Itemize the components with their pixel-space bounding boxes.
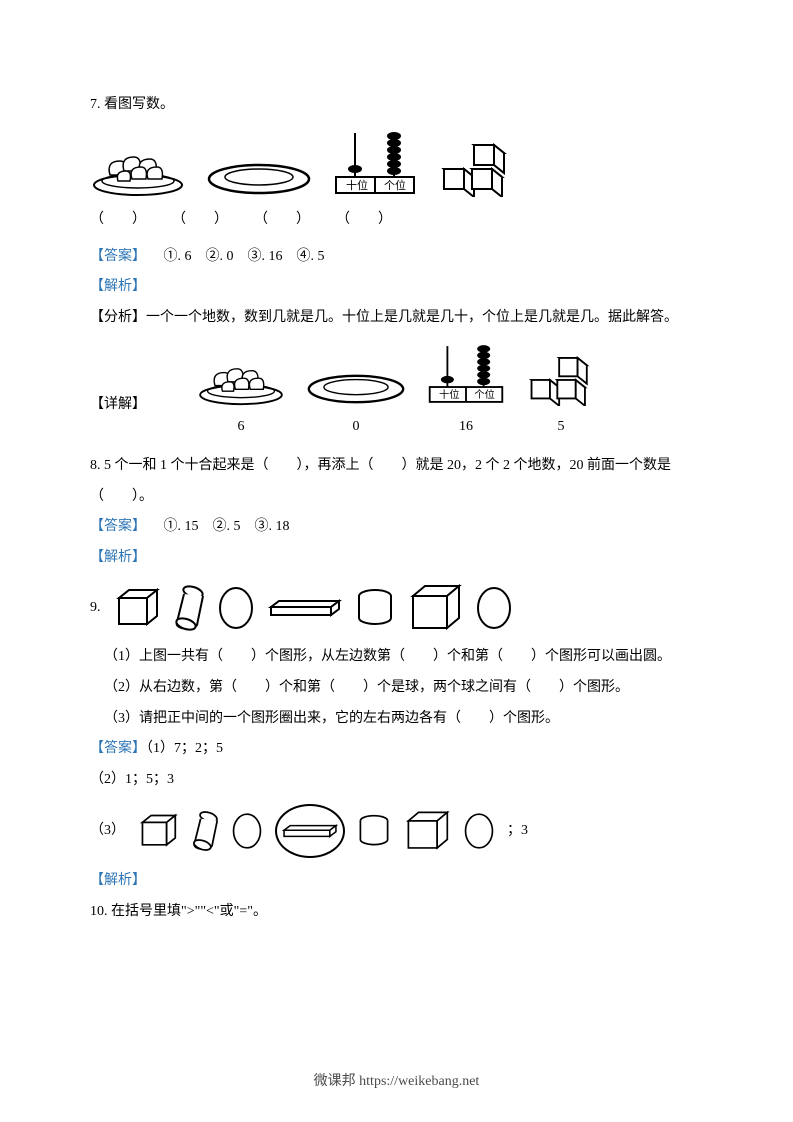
detail-num: 6 [238, 412, 245, 443]
q9-answer1: 【答案】（1）7；2；5 [90, 734, 703, 765]
cuboid-icon [113, 586, 161, 630]
q7-fenxi: 【分析】一个一个地数，数到几就是几。十位上是几就是几十，个位上是几就是几。据此解… [90, 303, 703, 334]
answer-item: ①. 15 [164, 519, 199, 534]
xiangjie-label: 【详解】 [90, 390, 146, 421]
paren: （ ） [90, 205, 146, 236]
bar-icon [281, 822, 339, 840]
q9-shapes: 9. [90, 582, 703, 634]
answer-item: ④. 5 [297, 249, 325, 264]
cubes-icon [438, 141, 514, 197]
detail-cell: 6 [196, 354, 286, 443]
oval-icon [475, 586, 513, 630]
cylinder-tilt-icon [173, 584, 205, 632]
q9-sub3: （3）请把正中间的一个图形圈出来，它的左右两边各有（ ）个图形。 [104, 704, 703, 735]
q9-sub2: （2）从右边数，第（ ）个和第（ ）个是球，两个球之间有（ ）个图形。 [104, 673, 703, 704]
cylinder-icon [355, 588, 395, 628]
q7-images: 十位 个位 [90, 129, 703, 197]
q8-answer: 【答案】 ①. 15 ②. 5 ③. 18 [90, 512, 703, 543]
q7-answer: 【答案】 ①. 6 ②. 0 ③. 16 ④. 5 [90, 242, 703, 273]
q8-text: 8. 5 个一和 1 个十合起来是（ ），再添上（ ）就是 20，2 个 2 个… [90, 451, 703, 513]
answer-item: ②. 5 [213, 519, 241, 534]
cube-icon [407, 582, 463, 634]
svg-text:个位: 个位 [474, 388, 494, 401]
fenxi-text: 一个一个地数，数到几就是几。十位上是几就是几十，个位上是几就是几。据此解答。 [146, 310, 678, 325]
detail-num: 5 [558, 412, 565, 443]
paren: （ ） [254, 205, 310, 236]
answer-label: 【答案】 [90, 249, 146, 264]
detail-num: 16 [459, 412, 473, 443]
detail-cell: 十位 个位 16 [426, 342, 506, 443]
q9-answer2: （2）1；5；3 [90, 765, 703, 796]
answer-item: ①. 6 [164, 249, 192, 264]
ans3-suffix: ；3 [507, 816, 528, 847]
detail-num: 0 [353, 412, 360, 443]
answer-label: 【答案】 [90, 741, 146, 756]
answer-item: ③. 18 [255, 519, 290, 534]
q10-text: 10. 在括号里填">""<"或"="。 [90, 897, 703, 928]
empty-plate-icon [206, 161, 312, 197]
cylinder-tilt-icon [191, 810, 219, 852]
q9-num: 9. [90, 593, 101, 624]
q9-answer3-row: （3） ；3 [90, 804, 703, 858]
cubes-icon [526, 354, 596, 406]
q9-jiexi: 【解析】 [90, 866, 703, 897]
q7-parens: （ ） （ ） （ ） （ ） [90, 205, 703, 236]
svg-text:十位: 十位 [439, 388, 459, 401]
answer-text: （1）7；2；5 [146, 741, 223, 756]
cuboid-icon [137, 812, 179, 850]
oval-icon [217, 586, 255, 630]
cube-icon [403, 809, 451, 853]
bar-icon [267, 597, 343, 619]
paren: （ ） [336, 205, 392, 236]
abacus-icon: 十位 个位 [332, 129, 418, 197]
plate-dumplings-icon [90, 141, 186, 197]
q8-jiexi: 【解析】 [90, 543, 703, 574]
ans3-prefix: （3） [90, 816, 125, 847]
q7-detail: 【详解】 6 0 十位 [90, 334, 703, 451]
plate-dumplings-icon [196, 354, 286, 406]
cylinder-icon [357, 814, 391, 848]
detail-cell: 0 [306, 372, 406, 443]
fenxi-label: 【分析】 [90, 310, 146, 325]
answer-label: 【答案】 [90, 519, 146, 534]
svg-text:个位: 个位 [384, 178, 406, 192]
answer-item: ③. 16 [248, 249, 283, 264]
svg-text:十位: 十位 [346, 178, 368, 192]
empty-plate-icon [306, 372, 406, 406]
q7-title: 7. 看图写数。 [90, 90, 703, 121]
oval-icon [231, 812, 263, 850]
detail-cell: 5 [526, 354, 596, 443]
q7-jiexi: 【解析】 [90, 272, 703, 303]
q9-sub1: （1）上图一共有（ ）个图形，从左边数第（ ）个和第（ ）个图形可以画出圆。 [104, 642, 703, 673]
abacus-icon: 十位 个位 [426, 342, 506, 406]
circled-shape [275, 804, 345, 858]
paren: （ ） [172, 205, 228, 236]
page-footer: 微课邦 https://weikebang.net [0, 1067, 793, 1098]
answer-item: ②. 0 [206, 249, 234, 264]
oval-icon [463, 812, 495, 850]
